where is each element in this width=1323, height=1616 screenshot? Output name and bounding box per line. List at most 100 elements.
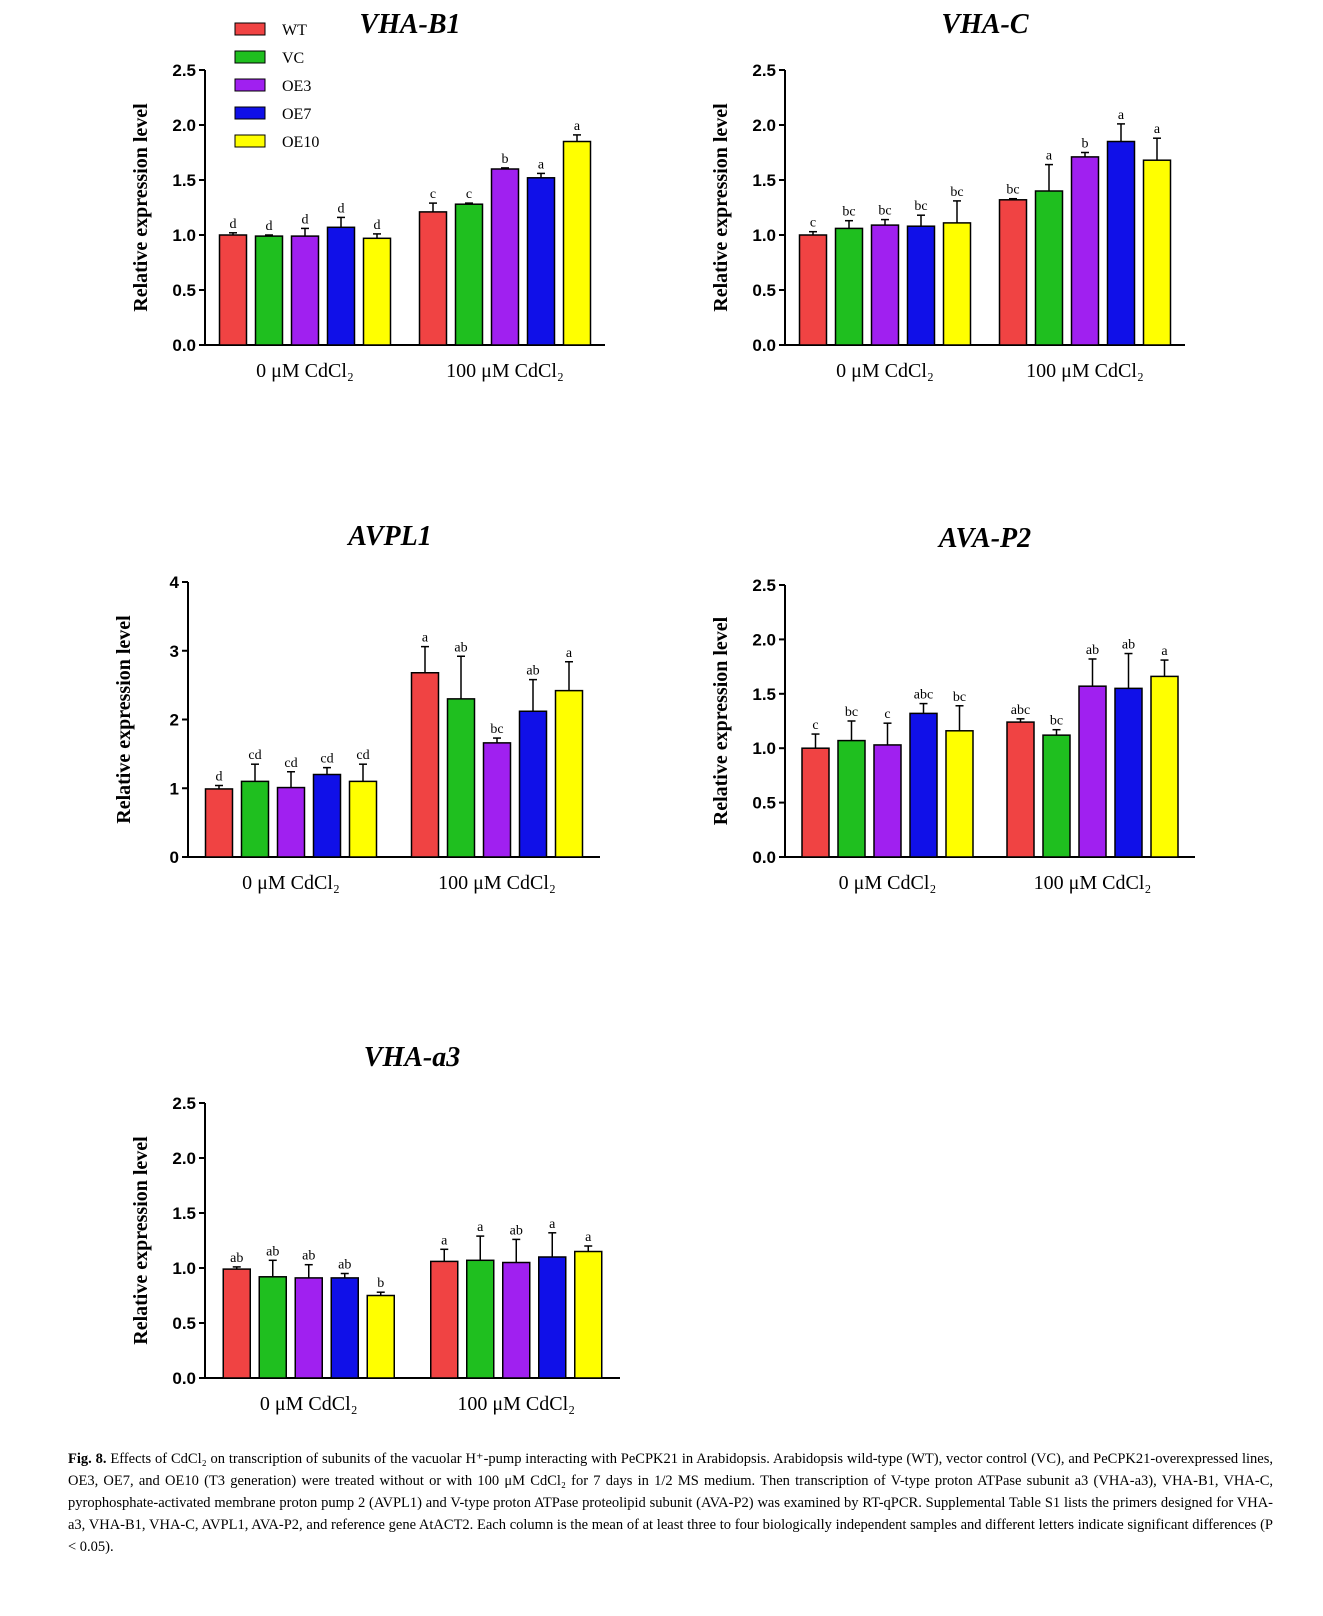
bar-oe3-control	[290, 235, 320, 346]
significance-letter: a	[566, 646, 573, 661]
chart-vha-b1: VHA-B1 Relative expression level 0.0 0.5 1.0…	[130, 9, 605, 382]
y-tick-label: 1.0	[752, 226, 776, 245]
y-tick-label: 2.0	[172, 116, 196, 135]
significance-letter: d	[216, 770, 223, 785]
bar-oe3-cd	[1070, 156, 1100, 346]
caption-label: Fig. 8.	[68, 1451, 107, 1467]
significance-letter: a	[1161, 644, 1168, 659]
bar-oe10-control	[348, 780, 378, 858]
y-tick-label: 0.0	[172, 1369, 196, 1388]
y-tick-label: 1.5	[172, 171, 196, 190]
bar-oe7-cd	[518, 710, 548, 858]
significance-letter: d	[266, 219, 273, 234]
bar-oe10-cd	[562, 140, 592, 346]
x-tick-label: 100 μM CdCl₂	[457, 1393, 575, 1415]
bar-oe10-cd	[1142, 159, 1172, 346]
y-axis-label: Relative expression level	[130, 1136, 152, 1345]
significance-letter: c	[466, 187, 472, 202]
significance-letter: d	[374, 218, 381, 233]
significance-letter: a	[538, 157, 545, 172]
y-tick-label: 0.0	[752, 336, 776, 355]
significance-letter: ab	[526, 664, 539, 679]
bar-oe10-cd	[1150, 675, 1179, 858]
y-tick-label: 1.5	[172, 1204, 196, 1223]
y-axis-label: Relative expression level	[130, 103, 152, 312]
bar-oe3-control	[870, 224, 900, 346]
bar-oe3-cd	[502, 1261, 531, 1379]
significance-letter: ab	[1086, 643, 1099, 658]
chart-avpl1: AVPL1 Relative expression level 0 1 2 3 4 d cd cd…	[113, 521, 600, 894]
significance-letter: cd	[320, 752, 333, 767]
bar-vc-control	[258, 1276, 287, 1379]
significance-letter: ab	[454, 640, 467, 655]
significance-letter: ab	[230, 1251, 243, 1266]
y-tick-label: 2.0	[752, 630, 776, 649]
significance-letter: c	[810, 216, 816, 231]
x-tick-label: 100 μM CdCl₂	[446, 360, 564, 382]
y-tick-label: 2.5	[752, 576, 776, 595]
bar-oe10-control	[942, 222, 972, 346]
y-axis-label: Relative expression level	[113, 615, 135, 824]
significance-letter: ab	[510, 1223, 523, 1238]
legend-swatch-oe3	[234, 78, 266, 92]
bar-oe10-cd	[554, 689, 584, 858]
significance-letter: bc	[878, 204, 891, 219]
significance-letter: a	[1118, 108, 1125, 123]
x-tick-label: 100 μM CdCl₂	[1034, 872, 1152, 894]
bar-oe7-cd	[1106, 140, 1136, 346]
bar-vc-control	[240, 780, 270, 858]
bar-oe10-cd	[574, 1250, 603, 1379]
y-tick-label: 1.0	[172, 1259, 196, 1278]
significance-letter: b	[502, 152, 509, 167]
y-tick-label: 1.5	[752, 685, 776, 704]
significance-letter: ab	[302, 1249, 315, 1264]
bar-oe7-control	[312, 773, 342, 858]
x-tick-label: 100 μM CdCl₂	[438, 872, 556, 894]
bar-oe7-control	[906, 225, 936, 346]
y-tick-label: 0.5	[752, 281, 776, 300]
significance-letter: cd	[284, 756, 297, 771]
bar-wt-cd	[1006, 721, 1035, 858]
x-tick-label: 0 μM CdCl₂	[836, 360, 934, 382]
chart-title: AVA-P2	[937, 523, 1031, 554]
bar-wt-control	[218, 234, 248, 346]
significance-letter: bc	[953, 690, 966, 705]
x-tick-label: 0 μM CdCl₂	[260, 1393, 358, 1415]
x-tick-label: 0 μM CdCl₂	[256, 360, 354, 382]
significance-letter: a	[549, 1217, 556, 1232]
significance-letter: bc	[950, 185, 963, 200]
significance-letter: a	[585, 1230, 592, 1245]
chart-title: VHA-a3	[364, 1042, 460, 1073]
legend-swatch-oe10	[234, 134, 266, 148]
legend-label-oe10: OE10	[282, 134, 319, 151]
bar-oe7-control	[330, 1277, 359, 1379]
legend-label-wt: WT	[282, 22, 307, 39]
legend-label-oe3: OE3	[282, 78, 311, 95]
significance-letter: bc	[1050, 714, 1063, 729]
y-tick-label: 0	[170, 848, 179, 867]
significance-letter: d	[302, 212, 309, 227]
chart-vha-a3: VHA-a3 Relative expression level 0.0 0.5 1.0…	[130, 1042, 620, 1415]
chart-ava-p2: AVA-P2 Relative expression level 0.0 0.5 1.0…	[710, 523, 1195, 894]
y-tick-label: 0.0	[172, 336, 196, 355]
bar-oe3-control	[294, 1277, 323, 1379]
bar-oe3-cd	[1078, 685, 1107, 858]
bar-oe7-control	[326, 226, 356, 346]
significance-letter: ab	[338, 1258, 351, 1273]
significance-letter: cd	[356, 748, 369, 763]
bar-vc-control	[837, 739, 866, 858]
significance-letter: a	[1154, 122, 1161, 137]
significance-letter: bc	[1006, 183, 1019, 198]
significance-letter: bc	[914, 199, 927, 214]
figure-caption: Fig. 8. Effects of CdCl₂ on transcriptio…	[68, 1448, 1273, 1558]
bar-oe3-control	[276, 786, 306, 858]
legend: WT VC OE3 OE7 OE10	[234, 22, 319, 151]
bar-vc-cd	[466, 1259, 495, 1379]
significance-letter: a	[574, 119, 581, 134]
bar-vc-cd	[1034, 190, 1064, 346]
bar-vc-cd	[1042, 734, 1071, 858]
significance-letter: d	[230, 217, 237, 232]
significance-letter: b	[1082, 137, 1089, 152]
y-tick-label: 0.0	[752, 848, 776, 867]
y-tick-label: 0.5	[172, 1314, 196, 1333]
